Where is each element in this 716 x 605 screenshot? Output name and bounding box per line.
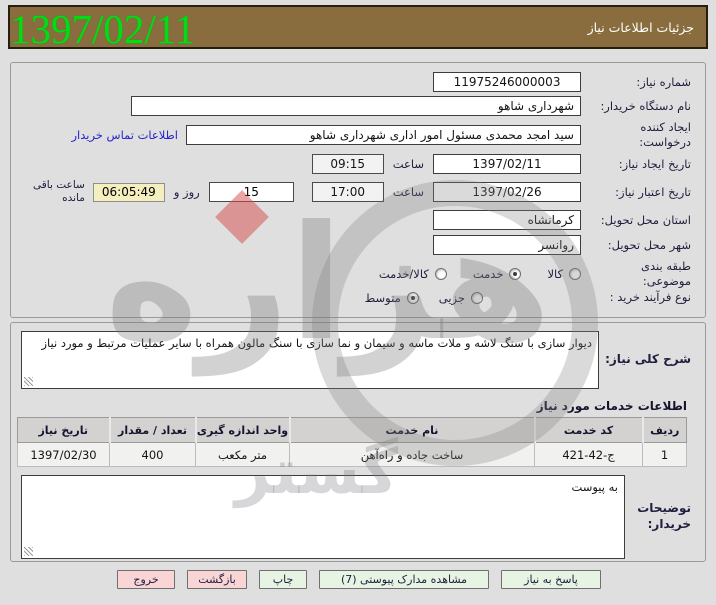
exit-button[interactable]: خروج (117, 570, 175, 589)
remaining-days-field: 15 (208, 182, 294, 202)
radio-service-icon (509, 267, 522, 280)
expire-date-label: تاریخ اعتبار نیاز: (615, 184, 691, 199)
radio-goods-service[interactable]: کالا/خدمت (379, 267, 447, 281)
buyer-notes-label: توضیحات خریدار: (637, 501, 691, 531)
buyer-org-label: نام دستگاه خریدار: (600, 98, 691, 113)
cell-service-name: ساخت جاده و راه‌آهن (289, 442, 535, 467)
buyer-contact-link[interactable]: اطلاعات تماس خریدار (71, 128, 178, 142)
view-attachments-button[interactable]: مشاهده مدارک پیوستی (7) (319, 570, 489, 589)
buyer-notes-textarea[interactable]: به پیوست (21, 475, 625, 559)
province-field[interactable]: کرمانشاه (433, 210, 581, 230)
remaining-conj-label: روز و (173, 185, 200, 199)
date-overlay: 1397/02/11 (10, 6, 196, 52)
title-bar: جزئیات اطلاعات نیاز 1397/02/11 (8, 5, 708, 52)
cell-unit: متر مکعب (195, 442, 290, 467)
need-info-groupbox: شماره نیاز: 11975246000003 نام دستگاه خر… (10, 62, 706, 318)
cell-row-no: 1 (642, 442, 687, 467)
resize-grip-icon[interactable] (24, 377, 33, 386)
category-label: طبقه بندی موضوعی: (641, 258, 691, 288)
process-type-label: نوع فرآیند خرید : (609, 290, 691, 305)
need-number-field[interactable]: 11975246000003 (433, 72, 581, 92)
radio-goods-icon (569, 267, 581, 280)
creator-label: ایجاد کننده درخواست: (639, 120, 691, 149)
radio-goods[interactable]: کالا (547, 267, 581, 281)
services-table-header-row: ردیف کد خدمت نام خدمت واحد اندازه گیری ت… (17, 417, 687, 443)
process-type-radio-group: جزیی متوسط (365, 291, 483, 305)
create-time-label: ساعت (392, 157, 424, 171)
header-service-code: کد خدمت (533, 417, 643, 443)
buyer-org-field[interactable]: شهرداری شاهو (131, 96, 581, 116)
radio-medium-icon (406, 291, 419, 304)
creator-field[interactable]: سید امجد محمدی مسئول امور اداری شهرداری … (186, 125, 581, 145)
table-row: 1 ج-42‏-421 ساخت جاده و راه‌آهن متر مکعب… (17, 442, 687, 467)
radio-medium[interactable]: متوسط (365, 291, 419, 305)
remaining-label: ساعت باقی مانده (33, 178, 85, 204)
page-title: جزئیات اطلاعات نیاز (587, 19, 694, 35)
province-label: استان محل تحویل: (600, 212, 691, 227)
expire-time-label: ساعت (392, 185, 424, 199)
print-button[interactable]: چاپ (259, 570, 307, 589)
remaining-time-field: 06:05:49 (92, 182, 165, 202)
category-radio-group: کالا خدمت کالا/خدمت (379, 267, 581, 281)
description-label: شرح کلی نیاز: (605, 352, 691, 367)
expire-time-field[interactable]: 17:00 (311, 182, 384, 202)
action-button-row: پاسخ به نیاز مشاهده مدارک پیوستی (7) چاپ… (0, 570, 716, 589)
create-time-field[interactable]: 09:15 (311, 154, 384, 174)
header-service-name: نام خدمت (288, 417, 535, 443)
header-quantity: تعداد / مقدار (108, 417, 196, 443)
services-table: ردیف کد خدمت نام خدمت واحد اندازه گیری ت… (17, 417, 687, 467)
back-button[interactable]: بازگشت (187, 570, 247, 589)
services-section-title: اطلاعات خدمات مورد نیاز (536, 399, 687, 413)
create-date-field[interactable]: 1397/02/11 (433, 154, 581, 174)
expire-date-field[interactable]: 1397/02/26 (433, 182, 581, 202)
radio-service[interactable]: خدمت (473, 267, 522, 281)
cell-need-date: 1397/02/30 (17, 442, 110, 467)
need-number-label: شماره نیاز: (636, 74, 691, 89)
radio-minor-icon (471, 291, 483, 304)
reply-to-need-button[interactable]: پاسخ به نیاز (501, 570, 601, 589)
cell-quantity: 400 (109, 442, 196, 467)
need-body-groupbox: شرح کلی نیاز: دیوار سازی با سنگ لاشه و م… (10, 322, 706, 562)
description-textarea[interactable]: دیوار سازی با سنگ لاشه و ملات ماسه و سیم… (21, 331, 599, 389)
cell-service-code: ج-42‏-421 (534, 442, 643, 467)
city-field[interactable]: روانسر (433, 235, 581, 255)
header-unit: واحد اندازه گیری (194, 417, 290, 443)
header-row-no: ردیف (641, 417, 687, 443)
radio-goods-service-icon (434, 267, 447, 280)
radio-minor[interactable]: جزیی (439, 291, 483, 305)
create-date-label: تاریخ ایجاد نیاز: (618, 156, 691, 171)
header-need-date: تاریخ نیاز (17, 417, 110, 443)
resize-grip-icon[interactable] (24, 547, 33, 556)
city-label: شهر محل تحویل: (607, 237, 691, 252)
